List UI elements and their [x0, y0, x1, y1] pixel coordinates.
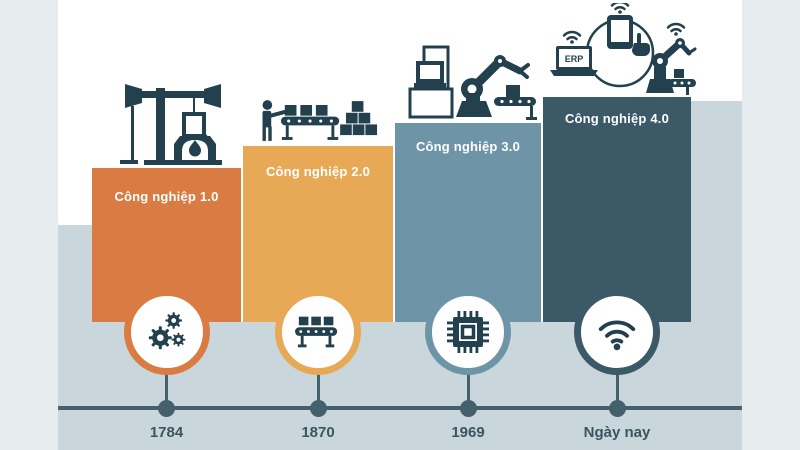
year-label-4: Ngày nay	[583, 424, 651, 441]
steam-engine-icon	[120, 84, 222, 165]
cpu-chip-icon	[447, 311, 489, 353]
iot-network-icon: ERP	[550, 3, 697, 95]
background-band-right	[691, 101, 742, 450]
connector-4	[615, 374, 619, 408]
timeline-line	[58, 406, 742, 410]
year-label-3: 1969	[451, 424, 485, 441]
timeline-dot-4	[608, 400, 626, 417]
timeline-dot-1	[158, 400, 175, 417]
connector-1	[165, 374, 168, 408]
timeline-dot-3	[459, 400, 477, 417]
wifi-medallion	[574, 289, 660, 375]
stage-label-2: Công nghiệp 2.0	[265, 164, 371, 179]
left-margin-strip	[0, 0, 58, 450]
year-label-1: 1784	[149, 424, 184, 441]
assembly-line-worker-icon	[262, 100, 378, 141]
gears-icon	[148, 312, 185, 350]
stage-label-1: Công nghiệp 1.0	[114, 189, 219, 204]
chip-medallion	[425, 289, 511, 375]
connector-2	[316, 374, 320, 408]
conveyor-medallion	[275, 289, 361, 375]
stage-bar-4: Công nghiệp 4.0	[543, 97, 691, 322]
right-margin-strip	[742, 0, 800, 450]
wifi-icon	[598, 320, 636, 351]
stage-label-4: Công nghiệp 4.0	[564, 111, 670, 126]
year-label-2: 1870	[301, 424, 335, 441]
gears-medallion	[123, 289, 210, 375]
conveyor-belt-icon	[295, 316, 338, 348]
robot-arm-assembly-icon	[408, 45, 537, 120]
stage-label-3: Công nghiệp 3.0	[415, 139, 521, 154]
stage-bar-3: Công nghiệp 3.0	[395, 123, 541, 322]
erp-label: ERP	[565, 54, 584, 64]
timeline-dot-2	[309, 400, 327, 417]
connector-3	[466, 374, 470, 408]
